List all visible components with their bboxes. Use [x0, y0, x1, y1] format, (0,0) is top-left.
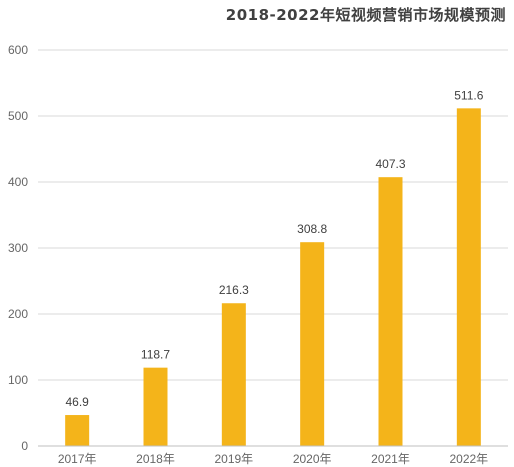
y-tick-label: 300	[8, 241, 28, 255]
chart-title: 2018-2022年短视频营销市场规模预测	[225, 6, 506, 24]
data-label: 216.3	[219, 283, 249, 297]
x-tick-label: 2017年	[58, 452, 97, 466]
bar	[300, 242, 325, 446]
y-tick-label: 100	[8, 373, 28, 387]
y-tick-label: 500	[8, 109, 28, 123]
grid-lines	[38, 49, 508, 381]
x-tick-label: 2021年	[371, 452, 410, 466]
x-tick-label: 2018年	[136, 452, 175, 466]
bar	[221, 303, 246, 446]
data-labels: 46.9 118.7 216.3 308.8 407.3 511.6	[65, 88, 483, 409]
y-tick-label: 0	[21, 439, 28, 453]
bar	[143, 367, 168, 446]
data-label: 511.6	[454, 88, 483, 102]
bar	[456, 108, 481, 447]
y-tick-label: 600	[8, 43, 28, 57]
x-tick-label: 2022年	[449, 452, 488, 466]
x-tick-label: 2020年	[293, 452, 332, 466]
data-label: 407.3	[375, 157, 405, 171]
data-label: 308.8	[297, 222, 327, 236]
y-tick-label: 400	[8, 175, 28, 189]
x-axis: 2017年 2018年 2019年 2020年 2021年 2022年	[38, 445, 508, 466]
y-tick-label: 200	[8, 307, 28, 321]
bar	[65, 415, 90, 446]
data-label: 118.7	[141, 348, 170, 362]
bars	[65, 108, 481, 447]
data-label: 46.9	[65, 395, 89, 409]
x-tick-label: 2019年	[214, 452, 253, 466]
bar	[378, 177, 403, 446]
y-axis: 0 100 200 300 400 500 600	[8, 43, 28, 453]
